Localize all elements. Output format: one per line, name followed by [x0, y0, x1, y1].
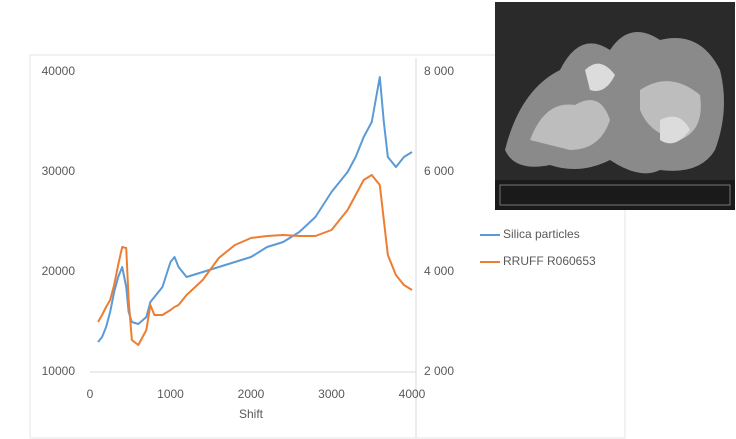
series-line: [97, 76, 413, 343]
x-tick-label: 4000: [399, 387, 426, 401]
y-tick-label: 20000: [42, 264, 76, 278]
y-tick-label: 40000: [42, 64, 76, 78]
x-tick-label: 1000: [157, 387, 184, 401]
sem-image: [495, 2, 735, 210]
y-tick-label: 30000: [42, 164, 76, 178]
legend-label: Silica particles: [503, 227, 580, 241]
x-tick-label: 3000: [318, 387, 345, 401]
x-axis-title: Shift: [239, 407, 264, 421]
y2-tick-label: 4 000: [424, 264, 454, 278]
y2-tick-label: 6 000: [424, 164, 454, 178]
y2-tick-label: 2 000: [424, 364, 454, 378]
x-tick-label: 0: [87, 387, 94, 401]
series-line: [97, 174, 413, 346]
legend-label: RRUFF R060653: [503, 254, 596, 268]
y-tick-label: 10000: [42, 364, 76, 378]
x-tick-label: 2000: [238, 387, 265, 401]
y2-tick-label: 8 000: [424, 64, 454, 78]
